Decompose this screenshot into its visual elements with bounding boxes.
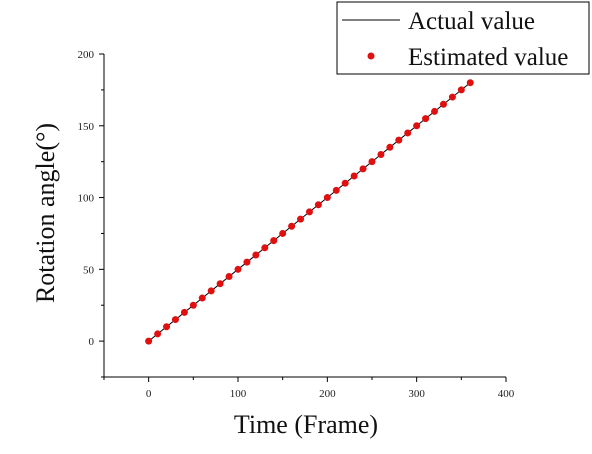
estimated-value-point — [431, 107, 439, 115]
y-tick-label: 100 — [78, 193, 95, 205]
x-tick-label: 200 — [319, 388, 336, 400]
estimated-value-point — [198, 294, 206, 302]
x-ticks: 0 100 200 300 400 — [103, 377, 515, 400]
estimated-value-point — [243, 258, 251, 266]
estimated-value-point — [377, 150, 385, 158]
estimated-value-point — [207, 287, 215, 295]
legend-label-actual: Actual value — [408, 8, 535, 35]
estimated-value-point — [395, 136, 403, 144]
x-tick-label: 100 — [230, 388, 247, 400]
y-tick-label: 0 — [89, 336, 95, 348]
estimated-value-point — [466, 79, 474, 87]
estimated-value-point — [457, 86, 465, 94]
y-ticks: 0 50 100 150 200 — [78, 49, 104, 378]
estimated-value-point — [448, 93, 456, 101]
estimated-value-point — [314, 201, 322, 209]
estimated-value-point — [189, 301, 197, 309]
estimated-value-point — [145, 337, 153, 345]
estimated-value-point — [171, 316, 179, 324]
legend: Actual value Estimated value — [336, 1, 590, 75]
x-tick-label: 400 — [498, 388, 515, 400]
estimated-value-point — [154, 330, 162, 338]
estimated-value-point — [279, 229, 287, 237]
estimated-value-point — [297, 215, 305, 223]
legend-marker-swatch — [367, 52, 375, 60]
estimated-value-point — [439, 100, 447, 108]
y-tick-label: 50 — [83, 264, 95, 276]
estimated-value-point — [225, 273, 233, 281]
estimated-value-point — [350, 172, 358, 180]
estimated-value-point — [323, 194, 331, 202]
y-axis-title: Rotation angle(°) — [31, 123, 60, 303]
estimated-value-point — [386, 143, 394, 151]
series-layer — [145, 79, 474, 345]
estimated-value-point — [288, 222, 296, 230]
y-tick-label: 150 — [78, 121, 95, 133]
estimated-value-point — [252, 251, 260, 259]
estimated-value-point — [261, 244, 269, 252]
axes — [103, 54, 506, 378]
estimated-value-point — [404, 129, 412, 137]
y-tick-label: 200 — [78, 49, 95, 61]
estimated-value-point — [359, 165, 367, 173]
estimated-value-point — [305, 208, 313, 216]
estimated-value-point — [234, 265, 242, 273]
estimated-value-point — [368, 158, 376, 166]
estimated-value-point — [422, 115, 430, 123]
estimated-value-point — [332, 186, 340, 194]
x-axis-title: Time (Frame) — [234, 410, 378, 439]
estimated-value-point — [341, 179, 349, 187]
legend-label-estimated: Estimated value — [408, 44, 568, 71]
x-tick-label: 0 — [146, 388, 152, 400]
estimated-value-point — [180, 308, 188, 316]
estimated-value-point — [163, 323, 171, 331]
estimated-value-point — [270, 237, 278, 245]
legend-box — [336, 1, 590, 75]
x-tick-label: 300 — [408, 388, 425, 400]
estimated-value-point — [413, 122, 421, 130]
estimated-value-point — [216, 280, 224, 288]
